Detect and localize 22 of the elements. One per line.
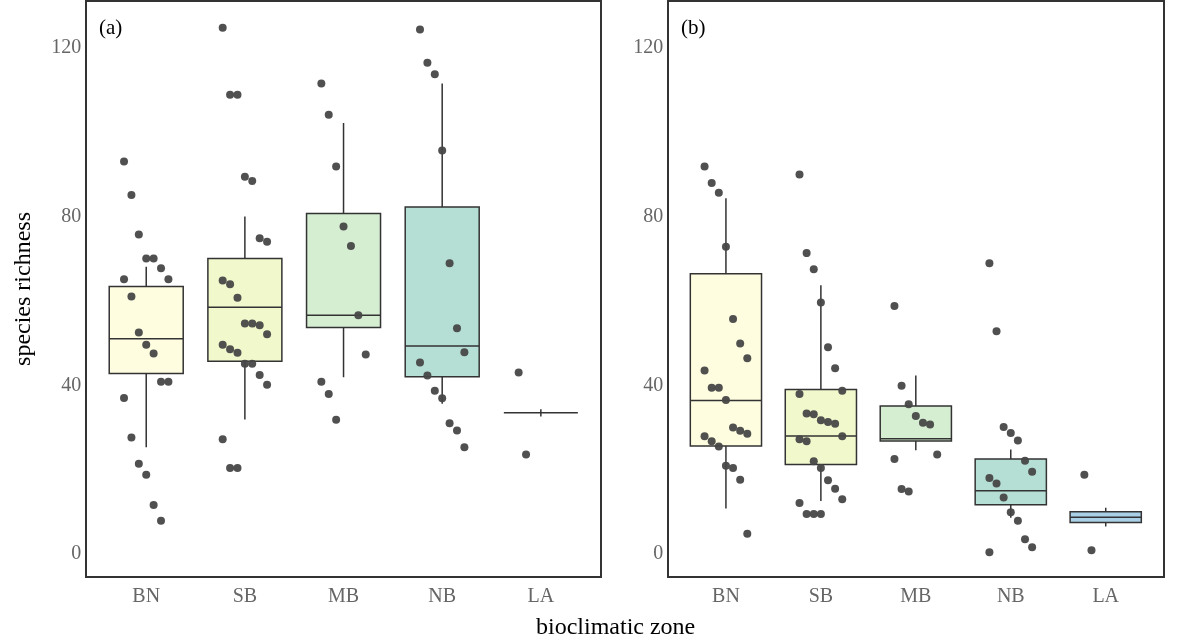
y-tick-label: 0 bbox=[653, 541, 664, 564]
annotation: (b) bbox=[681, 15, 706, 39]
x-tick-label: SB bbox=[232, 583, 258, 606]
x-tick-label: NB bbox=[996, 583, 1025, 606]
annotation: (a) bbox=[99, 15, 123, 39]
x-axis-title: bioclimatic zone bbox=[536, 613, 696, 639]
x-tick-label: NB bbox=[428, 583, 457, 606]
x-tick-label: MB bbox=[327, 583, 360, 606]
y-tick-label: 80 bbox=[643, 203, 664, 226]
x-tick-label: LA bbox=[1092, 583, 1120, 606]
x-tick-label: SB bbox=[808, 583, 834, 606]
x-tick-label: MB bbox=[900, 583, 932, 606]
y-tick-label: 40 bbox=[643, 372, 664, 395]
x-tick-label: BN bbox=[712, 583, 740, 606]
y-tick-label: 80 bbox=[61, 203, 82, 226]
y-tick-label: 120 bbox=[51, 34, 82, 57]
x-tick-label: LA bbox=[527, 583, 555, 606]
y-axis-title: species richness bbox=[8, 212, 35, 366]
y-tick-label: 40 bbox=[61, 372, 82, 395]
x-tick-label: BN bbox=[132, 583, 161, 606]
y-tick-label: 0 bbox=[71, 541, 82, 564]
y-tick-label: 120 bbox=[633, 34, 664, 57]
